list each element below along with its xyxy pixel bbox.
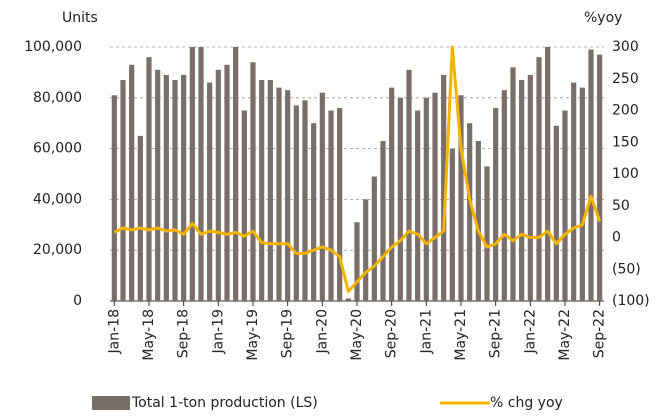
x-tick-label: May-18 — [141, 309, 157, 361]
bar — [354, 222, 360, 301]
bar — [562, 110, 568, 301]
bar — [215, 69, 221, 301]
bar — [224, 64, 230, 301]
y-tick-label: 100,000 — [24, 39, 82, 55]
legend-label: Total 1-ton production (LS) — [131, 395, 318, 411]
y-tick-label: 20,000 — [33, 242, 82, 258]
bar — [129, 64, 135, 301]
x-tick-label: May-22 — [557, 309, 573, 361]
bar — [337, 107, 343, 302]
bar — [293, 105, 299, 301]
bar — [519, 80, 525, 302]
bar — [137, 135, 143, 301]
bar — [527, 74, 533, 301]
bar — [363, 199, 369, 301]
bar — [146, 57, 152, 301]
bar — [449, 148, 455, 301]
bar — [302, 100, 308, 301]
bar — [241, 110, 247, 301]
bar — [181, 74, 187, 301]
bar — [189, 47, 195, 301]
x-tick-label: Jan-18 — [106, 309, 122, 354]
bar — [198, 47, 204, 301]
legend-swatch — [92, 396, 130, 410]
bar — [493, 107, 499, 302]
bar — [267, 80, 273, 302]
bar — [467, 123, 473, 301]
bar — [328, 110, 334, 301]
bar — [380, 140, 386, 301]
x-tick-label: May-20 — [349, 309, 365, 361]
x-tick-label: Jan-19 — [210, 309, 226, 354]
y2-tick-label: 150 — [612, 134, 639, 150]
bar — [155, 69, 161, 301]
bar — [415, 110, 421, 301]
y-tick-label: 60,000 — [33, 141, 82, 157]
bar — [579, 87, 585, 301]
bar — [285, 90, 291, 302]
x-tick-label: Jan-22 — [522, 309, 538, 354]
bar — [397, 97, 403, 301]
line-series — [113, 45, 602, 293]
bar — [259, 80, 265, 302]
bar — [588, 49, 594, 301]
bar — [553, 125, 559, 302]
y-tick-label: 0 — [73, 293, 82, 309]
bar — [163, 74, 169, 301]
bar — [510, 67, 516, 301]
bar — [406, 69, 412, 301]
x-tick-label: Sep-21 — [488, 309, 504, 358]
y2-tick-label: 300 — [612, 39, 639, 55]
bar — [172, 80, 178, 302]
x-tick-label: Sep-20 — [384, 309, 400, 358]
bar — [371, 176, 377, 301]
x-tick-label: May-21 — [453, 309, 469, 361]
x-tick-label: Jan-21 — [418, 309, 434, 354]
bar — [423, 97, 429, 301]
bar — [111, 95, 117, 301]
bar — [276, 87, 282, 301]
bar — [571, 82, 577, 301]
x-tick-label: Jan-20 — [314, 309, 330, 354]
bar — [536, 57, 542, 301]
bar — [475, 140, 481, 301]
bar — [319, 92, 325, 301]
y2-tick-label: 0 — [612, 230, 621, 246]
x-tick-label: Sep-18 — [176, 309, 192, 358]
x-tick-label: Sep-19 — [280, 309, 296, 358]
y2-tick-label: (100) — [612, 293, 650, 309]
bar — [501, 90, 507, 302]
bar — [597, 54, 603, 302]
bar — [311, 123, 317, 301]
bar — [233, 47, 239, 301]
x-tick-label: Sep-22 — [592, 309, 608, 358]
y2-tick-label: 200 — [612, 103, 639, 119]
bar — [120, 80, 126, 302]
y-tick-label: 40,000 — [33, 191, 82, 207]
bar — [389, 87, 395, 301]
bar — [545, 47, 551, 301]
legend-label: % chg yoy — [490, 395, 563, 411]
bar — [432, 92, 438, 301]
bar — [458, 95, 464, 301]
y-tick-label: 80,000 — [33, 90, 82, 106]
x-tick-label: May-19 — [245, 309, 261, 361]
y2-tick-label: 100 — [612, 166, 639, 182]
bar — [484, 166, 490, 301]
y2-tick-label: 250 — [612, 71, 639, 87]
y2-tick-label: 50 — [612, 198, 630, 214]
y2-tick-label: (50) — [612, 261, 641, 277]
bar — [345, 298, 351, 301]
bar — [250, 62, 256, 301]
bar — [207, 82, 213, 301]
y2-axis-label: %yoy — [584, 10, 622, 26]
bar — [441, 74, 447, 301]
y-axis-label: Units — [62, 10, 98, 26]
